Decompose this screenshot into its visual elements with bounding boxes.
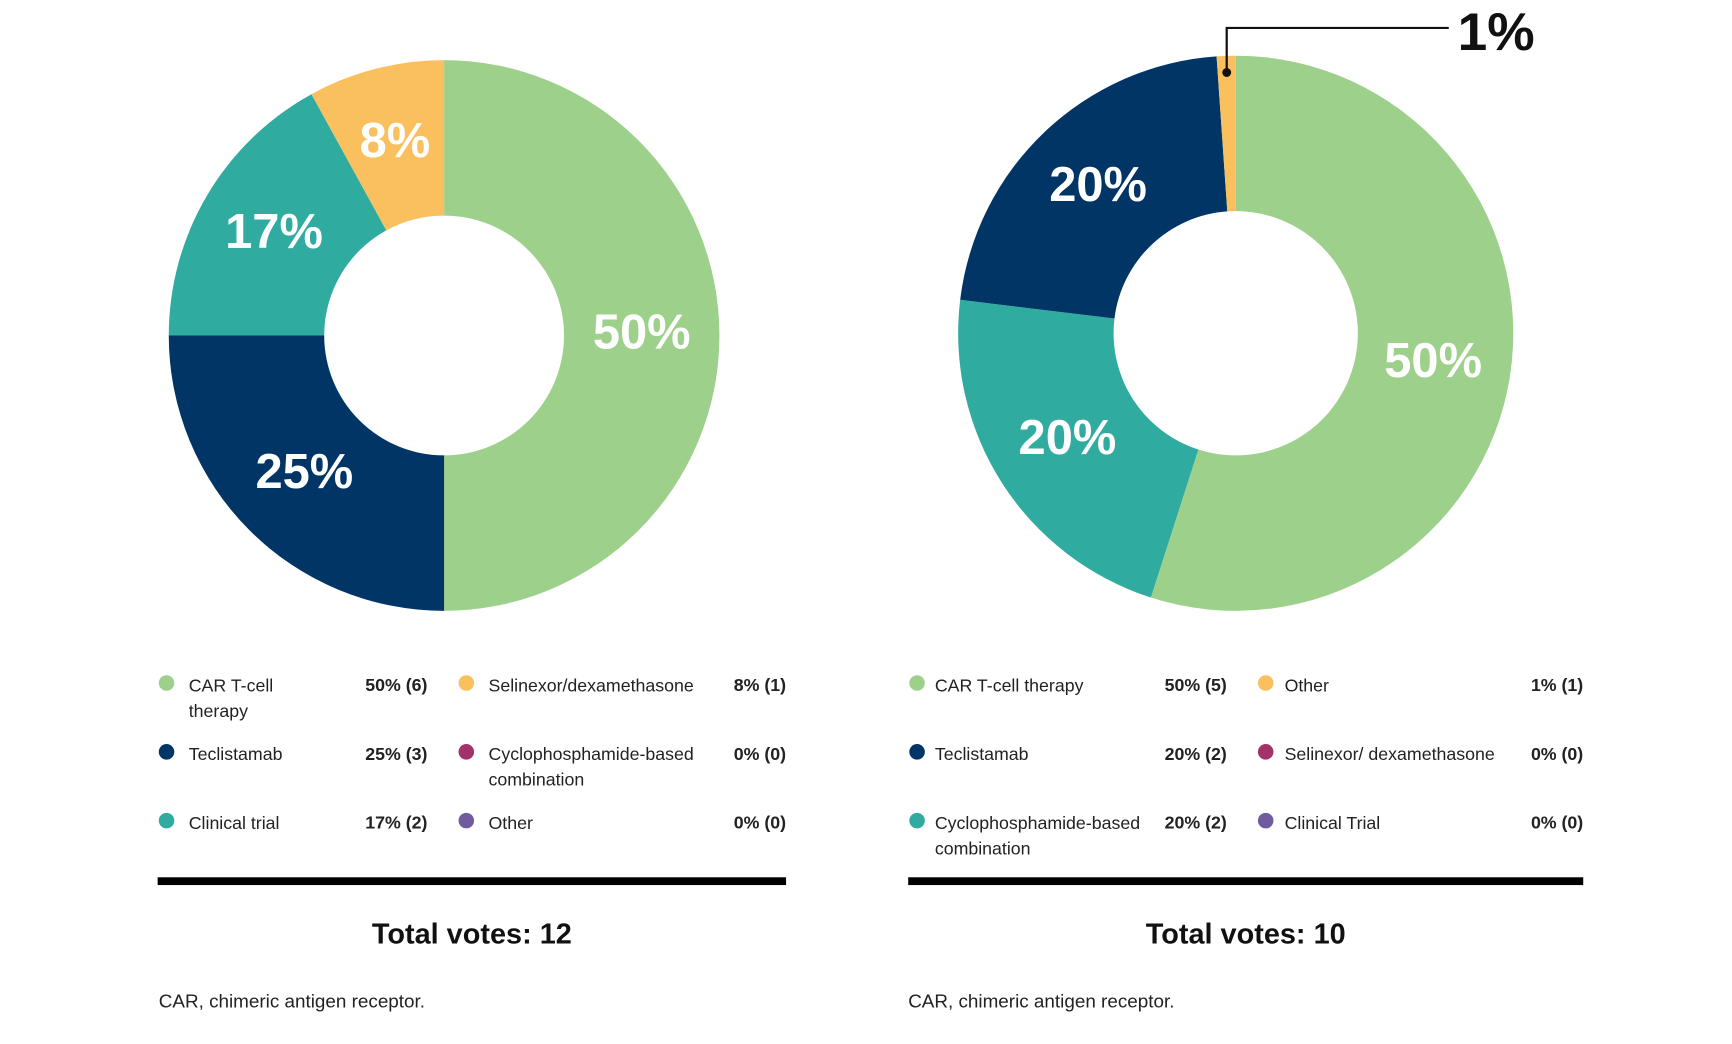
legend-label: CAR T-cell therapy <box>189 675 274 721</box>
donut-slice <box>444 60 720 611</box>
legend-label: Other <box>1285 675 1329 695</box>
total-votes: Total votes: 10 <box>1146 919 1346 951</box>
slice-label: 50% <box>1384 334 1482 388</box>
legend-value: 1% (1) <box>1531 675 1583 695</box>
divider <box>908 877 1584 886</box>
donut-slice <box>168 94 387 336</box>
legend-label: Clinical Trial <box>1285 813 1381 833</box>
donut-slice <box>1216 55 1236 212</box>
legend-marker <box>158 812 175 829</box>
legend-value: 50% (6) <box>365 675 427 695</box>
legend-value: 0% (0) <box>1531 813 1583 833</box>
slice-label: 8% <box>360 114 431 168</box>
legend-marker <box>1257 812 1274 829</box>
slice-label: 20% <box>1049 158 1147 212</box>
legend-value: 20% (2) <box>1165 744 1227 764</box>
legend-value: 17% (2) <box>365 813 427 833</box>
legend-label: Selinexor/dexamethasone <box>489 675 694 695</box>
donut-slice <box>311 60 445 231</box>
legend-marker <box>909 744 925 760</box>
legend-value: 0% (0) <box>734 813 786 833</box>
legend-value: 0% (0) <box>1531 744 1583 764</box>
legend-label: Cyclophosphamide-based combination <box>935 813 1140 859</box>
legend-marker <box>458 675 475 691</box>
donut-slice <box>958 299 1199 598</box>
legend-value: 25% (3) <box>365 744 427 764</box>
legend-label: Cyclophosphamide-based combination <box>489 744 694 790</box>
legend-value: 8% (1) <box>734 675 786 695</box>
footnote: CAR, chimeric antigen receptor. <box>908 991 1174 1012</box>
footnote: CAR, chimeric antigen receptor. <box>159 991 425 1012</box>
legend-marker <box>158 675 175 691</box>
legend-label: Selinexor/ dexamethasone <box>1285 744 1495 764</box>
leader-label: 1% <box>1458 3 1535 62</box>
legend-label: Teclistamab <box>189 744 283 764</box>
legend-value: 50% (5) <box>1165 675 1227 695</box>
legend-label: CAR T-cell therapy <box>935 675 1084 695</box>
slice-label: 25% <box>255 445 353 499</box>
slice-label: 17% <box>225 205 323 259</box>
legend-marker <box>458 812 475 829</box>
legend-marker <box>158 744 175 760</box>
slice-label: 20% <box>1019 411 1117 465</box>
donut-slice <box>168 335 445 611</box>
leader-line <box>1225 26 1449 73</box>
legend-label: Other <box>489 813 533 833</box>
legend-label: Teclistamab <box>935 744 1029 764</box>
legend-marker <box>909 675 925 691</box>
legend-value: 20% (2) <box>1165 813 1227 833</box>
total-votes: Total votes: 12 <box>372 919 572 951</box>
legend-marker <box>1257 675 1274 691</box>
donut-slice <box>960 56 1228 319</box>
legend-marker <box>909 812 925 829</box>
legend-value: 0% (0) <box>734 744 786 764</box>
divider <box>157 877 787 886</box>
legend-label: Clinical trial <box>189 813 280 833</box>
legend-marker <box>458 744 475 760</box>
legend-marker <box>1257 744 1274 760</box>
slice-label: 50% <box>593 305 691 359</box>
donut-slice <box>1150 55 1514 611</box>
